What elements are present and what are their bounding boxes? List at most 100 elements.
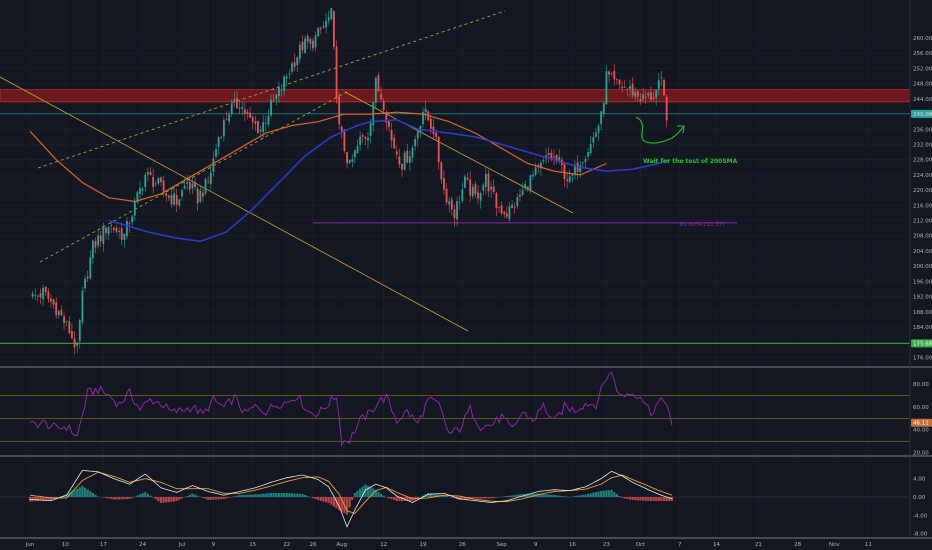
macd-histogram-bar — [510, 495, 514, 497]
rsi-line — [29, 371, 673, 447]
rsi-tick-label: 20.00 — [913, 451, 929, 457]
candle — [34, 295, 37, 297]
candle — [225, 118, 228, 120]
candle — [322, 25, 325, 28]
candle — [395, 151, 398, 155]
sma-short-line — [29, 111, 607, 203]
rsi-pane[interactable]: 46.11 — [0, 371, 932, 447]
macd-histogram-bar — [379, 493, 383, 497]
candle — [464, 176, 466, 188]
y-tick-label: 204.00 — [913, 249, 932, 255]
macd-histogram-bar — [628, 497, 632, 500]
candle — [157, 177, 160, 184]
candle — [568, 176, 571, 182]
candle — [356, 145, 359, 154]
candle — [503, 211, 506, 215]
macd-histogram-bar — [138, 494, 142, 497]
candle — [390, 129, 393, 141]
candle — [629, 86, 631, 89]
candle — [91, 240, 94, 259]
candle — [50, 298, 52, 302]
macd-histogram-bar — [188, 494, 191, 497]
macd-histogram-bar — [432, 493, 435, 497]
macd-histogram-bar — [110, 497, 113, 500]
macd-histogram-bar — [602, 490, 605, 497]
candle — [513, 207, 516, 209]
macd-tick-label: 4.00 — [913, 477, 926, 483]
macd-histogram-bar — [209, 497, 212, 500]
macd-histogram-bar — [542, 493, 545, 497]
candle — [642, 94, 644, 100]
price-tag-label: 179.68 — [913, 341, 932, 347]
macd-histogram-bar — [374, 489, 377, 497]
macd-histogram-bar — [539, 493, 542, 497]
macd-tick-label: -8.00 — [913, 532, 928, 538]
y-tick-label: 196.00 — [913, 279, 932, 285]
macd-histogram-bar — [461, 497, 464, 500]
macd-histogram-bar — [170, 497, 173, 502]
candle — [639, 99, 642, 102]
y-tick-label: 188.00 — [913, 310, 932, 316]
candle — [532, 174, 534, 177]
candle — [99, 235, 102, 241]
macd-histogram-bar — [73, 489, 76, 497]
candle — [162, 180, 165, 192]
candle — [102, 225, 105, 244]
x-tick-label: 28 — [794, 542, 801, 548]
y-tick-label: 228.00 — [913, 158, 932, 164]
macd-histogram-bar — [42, 497, 45, 501]
candle — [36, 295, 39, 297]
macd-histogram-bar — [81, 485, 84, 497]
candle — [524, 183, 527, 189]
macd-histogram-bar — [586, 493, 590, 497]
candle — [581, 162, 584, 164]
candle — [194, 181, 196, 187]
macd-histogram-bar — [60, 495, 63, 497]
candle — [448, 201, 451, 205]
candle — [477, 192, 479, 199]
macd-histogram-bar — [482, 497, 485, 499]
macd-histogram-bar — [594, 492, 598, 497]
candle — [479, 193, 482, 201]
macd-histogram-bar — [269, 492, 273, 497]
macd-histogram-bar — [212, 497, 215, 500]
macd-histogram-bar — [128, 497, 131, 500]
candle — [508, 206, 511, 220]
macd-histogram-bar — [649, 497, 653, 502]
x-tick-label: 21 — [755, 542, 762, 548]
macd-histogram-bar — [264, 493, 267, 497]
macd-histogram-bar — [390, 497, 393, 500]
macd-histogram-bar — [204, 497, 207, 499]
candle — [243, 109, 246, 114]
macd-histogram-bar — [162, 497, 165, 503]
y-tick-label: 260.00 — [913, 36, 932, 42]
y-tick-label: 236.00 — [913, 127, 932, 133]
candle — [222, 120, 225, 137]
macd-histogram-bar — [398, 497, 401, 502]
macd-histogram-bar — [479, 497, 482, 499]
candle — [450, 199, 453, 210]
candle — [631, 83, 634, 96]
macd-pane[interactable] — [0, 469, 910, 528]
price-pane[interactable]: 240.06 179.68 — [0, 7, 932, 354]
candle — [335, 46, 338, 99]
candle — [634, 91, 637, 98]
macd-histogram-bar — [644, 497, 647, 501]
candle — [547, 152, 550, 155]
macd-histogram-bar — [442, 494, 446, 497]
candle — [264, 122, 267, 124]
candle — [65, 320, 68, 322]
candle — [652, 97, 655, 99]
macd-histogram-bar — [86, 489, 89, 497]
x-tick-label: 7 — [678, 542, 682, 548]
candle — [141, 188, 144, 191]
candle — [553, 156, 555, 158]
macd-histogram-bar — [395, 497, 398, 502]
macd-histogram-bar — [537, 493, 540, 497]
candle — [76, 342, 79, 346]
x-tick-label: 12 — [380, 542, 387, 548]
rsi-tag-label: 46.11 — [913, 421, 929, 427]
candle — [401, 164, 403, 170]
candle — [453, 209, 456, 219]
